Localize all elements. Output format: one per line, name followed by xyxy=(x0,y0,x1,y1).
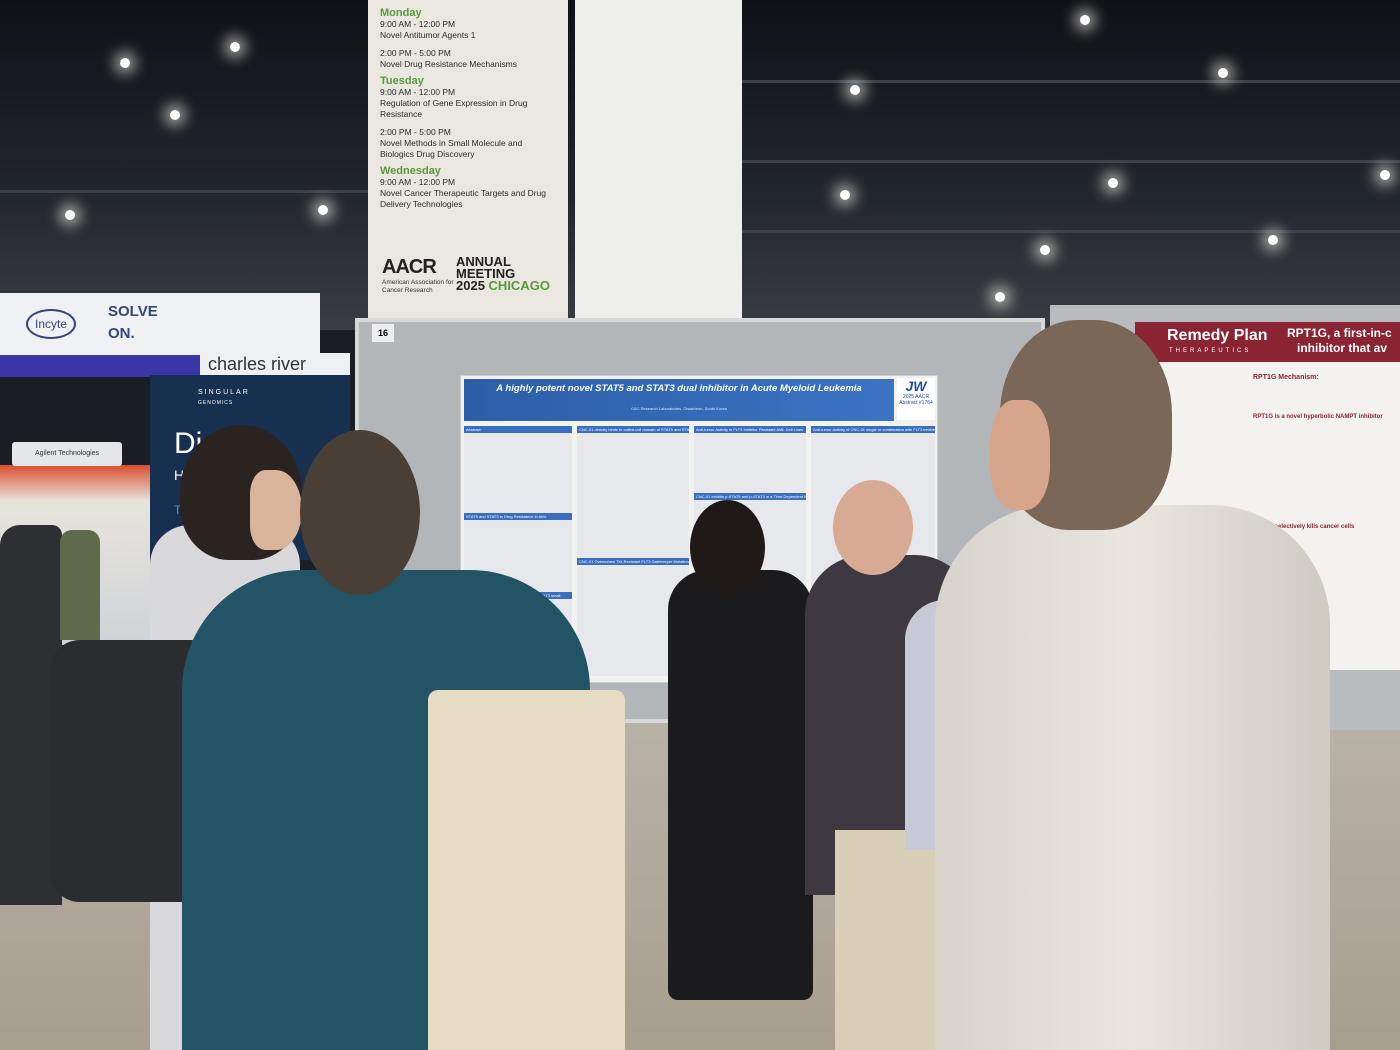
poster-section-heading: Anti-tumor Activity of CNC-01 single or … xyxy=(811,426,935,433)
agilent-sign: Agilent Technologies xyxy=(12,442,122,466)
poster-section-heading: STAT5 and STAT3 in Drug Resistance in AM… xyxy=(464,513,572,520)
aacr-full-name: American Association for Cancer Research xyxy=(382,279,454,294)
charles-river-sign: charles river xyxy=(200,353,350,375)
remedy-section-heading: RPT1G selectively kills cancer cells xyxy=(1253,524,1355,530)
jw-wordmark: JW xyxy=(905,378,927,394)
remedy-logo-sub: THERAPEUTICS xyxy=(1169,348,1252,354)
event-city: CHICAGO xyxy=(488,278,550,293)
jw-logo: JW 2025 AACR Abstract #1764 xyxy=(897,378,935,420)
incyte-banner: Incyte SOLVE ON. xyxy=(0,293,320,355)
face-glasses-man xyxy=(250,470,302,550)
head-black-outfit xyxy=(690,500,765,595)
conference-badge: 2025 AACR xyxy=(902,394,930,400)
remedy-logo: Remedy Plan xyxy=(1167,327,1268,344)
session-title: Novel Cancer Therapeutic Targets and Dru… xyxy=(380,188,546,209)
session-time: 9:00 AM - 12:00 PM xyxy=(380,87,456,97)
head-teal-jacket xyxy=(300,430,420,595)
session-title: Regulation of Gene Expression in Drug Re… xyxy=(380,98,528,119)
session-title: Novel Antitumor Agents 1 xyxy=(380,30,476,40)
head-bald-man xyxy=(833,480,913,575)
day-label: Tuesday xyxy=(380,75,424,87)
face-vest-man xyxy=(990,400,1050,510)
session-time: 9:00 AM - 12:00 PM xyxy=(380,177,456,187)
remedy-title-2: inhibitor that av xyxy=(1297,341,1387,355)
day-label: Monday xyxy=(380,7,422,19)
event-line-2: MEETING xyxy=(456,266,516,281)
event-line-1: ANNUAL xyxy=(456,254,511,269)
remedy-poster-header: Remedy Plan THERAPEUTICS RPT1G, a first-… xyxy=(1135,322,1400,362)
board-number: 16 xyxy=(372,324,394,342)
incyte-slogan-2: ON. xyxy=(108,325,135,342)
incyte-logo: Incyte xyxy=(26,309,76,339)
blank-banner xyxy=(575,0,742,318)
session-time: 9:00 AM - 12:00 PM xyxy=(380,19,456,29)
person-background xyxy=(60,530,100,640)
person-black-outfit xyxy=(668,570,813,1000)
aacr-logo: AACR American Association for Cancer Res… xyxy=(382,254,562,306)
session-time: 2:00 PM - 5:00 PM xyxy=(380,127,451,137)
session-title: Novel Methods in Small Molecule and Biol… xyxy=(380,138,523,159)
remedy-section-heading: RPT1G is a novel hyperbolic NAMPT inhibi… xyxy=(1253,414,1383,420)
tote-bag xyxy=(428,690,625,1050)
poster-section-heading: Abstract xyxy=(464,426,572,433)
event-year: 2025 xyxy=(456,278,485,293)
white-puffer-vest xyxy=(935,505,1330,1050)
poster-section-heading: CNC-01 Overcomes TKI-Resistant FLT3 Gate… xyxy=(577,558,689,565)
poster-section-heading: Anti-tumor Activity in FLT3 Inhibitor Re… xyxy=(694,426,806,433)
incyte-slogan-1: SOLVE xyxy=(108,303,158,320)
abstract-number: Abstract #1764 xyxy=(899,400,933,406)
singular-logo-2: GENOMICS xyxy=(198,400,234,406)
remedy-section-heading: RPT1G Mechanism: xyxy=(1253,374,1319,381)
session-title: Novel Drug Resistance Mechanisms xyxy=(380,59,517,69)
aacr-wordmark: AACR xyxy=(382,256,437,278)
day-label: Wednesday xyxy=(380,165,441,177)
session-time: 2:00 PM - 5:00 PM xyxy=(380,48,451,58)
singular-logo-1: SINGULAR xyxy=(198,389,250,396)
remedy-title-1: RPT1G, a first-in-c xyxy=(1287,326,1392,340)
poster-header: A highly potent novel STAT5 and STAT3 du… xyxy=(464,379,894,421)
poster-section-heading: CNC-01 directly binds to coiled-coil dom… xyxy=(577,426,689,433)
singular-subline: H xyxy=(174,467,185,483)
poster-affiliation: C&C Research Laboratories, Gwacheon, Sou… xyxy=(631,406,727,411)
poster-section-heading: CNC-01 inhibits p-STAT5 and p-STAT3 in a… xyxy=(694,493,806,500)
poster-title: A highly potent novel STAT5 and STAT3 du… xyxy=(496,383,862,394)
session-schedule-sign: Monday 9:00 AM - 12:00 PM Novel Antitumo… xyxy=(368,0,568,318)
